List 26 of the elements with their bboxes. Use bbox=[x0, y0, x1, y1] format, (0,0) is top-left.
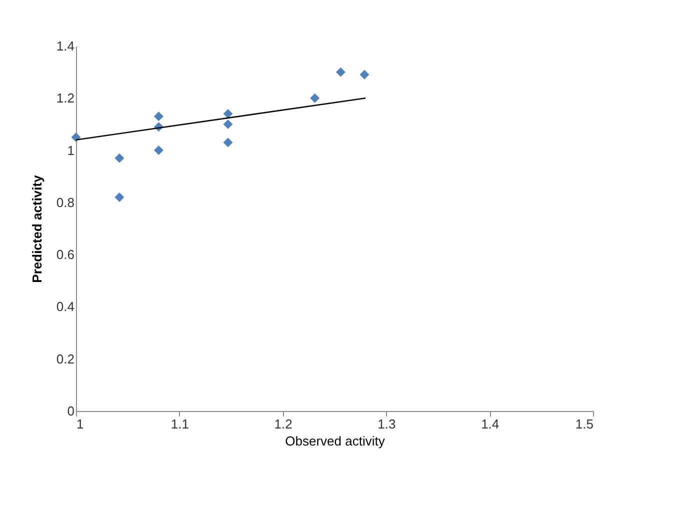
point bbox=[223, 119, 233, 129]
y-tick-label: 0 bbox=[67, 404, 74, 418]
point bbox=[114, 153, 124, 163]
y-tick-label: 1.2 bbox=[56, 90, 74, 106]
point bbox=[154, 112, 164, 122]
x-tick-label: 1.2 bbox=[274, 416, 292, 432]
y-tick-label: 0.6 bbox=[56, 247, 74, 262]
x-axis-title: Observed activity bbox=[285, 434, 386, 448]
y-tick-label: 0.8 bbox=[56, 194, 74, 210]
y-tick-label: 1.4 bbox=[56, 38, 74, 54]
x-tick-label: 1.4 bbox=[481, 416, 500, 432]
point bbox=[336, 67, 346, 77]
point bbox=[310, 93, 320, 103]
x-tick-label: 1.1 bbox=[170, 416, 189, 432]
x-tick-label: 1 bbox=[76, 416, 84, 432]
x-tick-label: 1.5 bbox=[575, 416, 594, 432]
y-axis-title: Predicted activity bbox=[29, 174, 44, 283]
point bbox=[223, 138, 233, 148]
y-tick-label: 0.4 bbox=[56, 299, 74, 314]
point bbox=[154, 146, 164, 156]
y-tick-label: 1 bbox=[67, 142, 74, 158]
x-tick-label: 1.3 bbox=[378, 416, 396, 432]
point bbox=[360, 70, 370, 80]
y-tick-label: 0.2 bbox=[56, 351, 74, 366]
point bbox=[114, 192, 124, 202]
point bbox=[223, 109, 233, 119]
